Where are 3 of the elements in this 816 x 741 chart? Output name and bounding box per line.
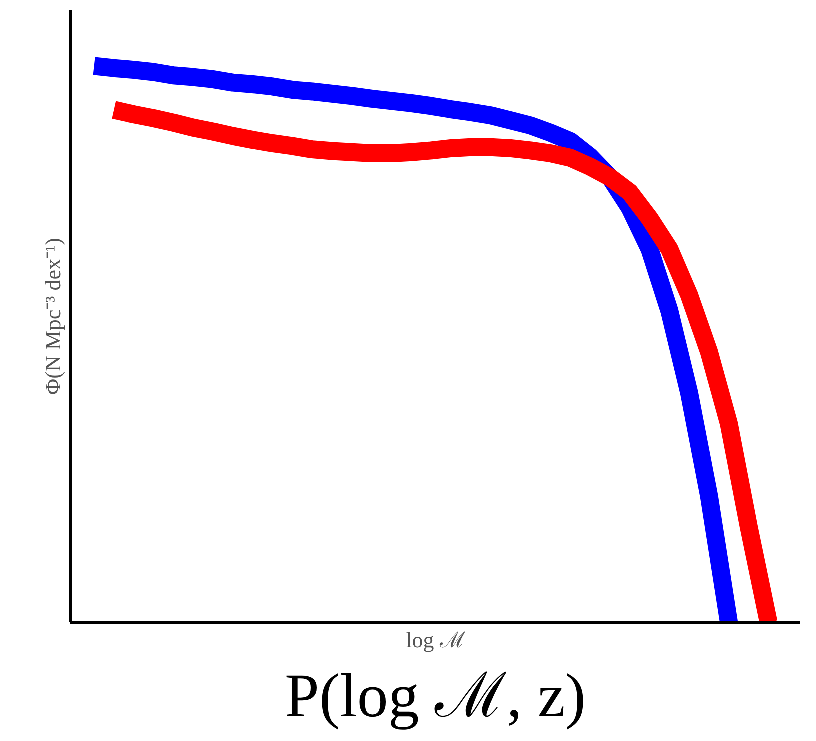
x-axis-title: log ℳ <box>406 628 466 652</box>
text: P(log ℳ, z) <box>284 662 586 730</box>
y-axis-title: Φ(N Mpc⁻³ dex⁻¹) <box>40 238 66 395</box>
